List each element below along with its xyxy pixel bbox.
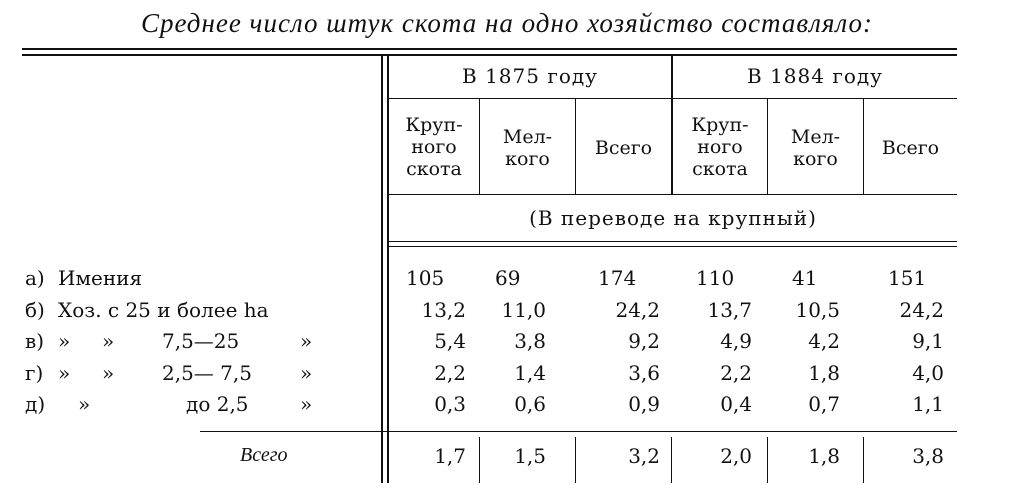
total-separator	[575, 437, 576, 483]
header-line: Мел-	[502, 126, 553, 148]
row-ditto: »	[300, 329, 313, 353]
header-line: ного	[697, 136, 743, 158]
table-cell: 4,9	[720, 329, 752, 353]
total-rule	[200, 431, 957, 432]
sub-separator-2	[575, 99, 576, 194]
header-line: Круп-	[405, 114, 463, 136]
total-cell: 1,5	[514, 444, 546, 468]
total-separator	[671, 437, 672, 483]
row-label: Хоз. с 25 и более ha	[58, 298, 269, 322]
row-range: 2,5— 7,5	[162, 361, 252, 385]
table-cell: 2,2	[434, 361, 466, 385]
table-cell: 4,2	[808, 329, 840, 353]
sub-separator-3	[767, 99, 768, 194]
row-label: Имения	[58, 266, 143, 290]
table-cell: 1,8	[808, 361, 840, 385]
table-cell: 0,4	[720, 392, 752, 416]
header-line: скота	[406, 158, 462, 180]
table-cell: 174	[598, 266, 637, 290]
year-rule	[389, 98, 957, 99]
top-rule-inner	[22, 54, 957, 56]
table-cell: 5,4	[434, 329, 466, 353]
total-livestock-header: Всего	[594, 137, 653, 159]
row-label: »	[78, 392, 91, 416]
row-ditto: »	[300, 361, 313, 385]
year-1884-header: В 1884 году	[747, 64, 883, 88]
table-cell: 24,2	[899, 298, 944, 322]
table-cell: 0,6	[514, 392, 546, 416]
table-cell: 10,5	[795, 298, 840, 322]
table-cell: 13,2	[421, 298, 466, 322]
sub-separator-4	[863, 99, 864, 194]
total-label: Всего	[240, 444, 288, 466]
stub-separator-inner	[387, 56, 389, 483]
total-cell: 1,8	[808, 444, 840, 468]
row-label: » »	[58, 361, 115, 385]
subheader-rule	[389, 194, 957, 195]
header-bottom-rule-inner	[389, 246, 957, 247]
header-line: ного	[411, 136, 457, 158]
total-cell: 3,2	[628, 444, 660, 468]
table-cell: 0,7	[808, 392, 840, 416]
row-letter: д)	[25, 392, 46, 416]
table-cell: 151	[888, 266, 927, 290]
header-line: кого	[505, 148, 550, 170]
table-cell: 1,4	[514, 361, 546, 385]
total-separator	[863, 437, 864, 483]
sub-separator-1	[479, 99, 480, 194]
header-line: кого	[793, 148, 838, 170]
total-separator	[479, 437, 480, 483]
row-letter: а)	[25, 266, 45, 290]
table-cell: 3,6	[628, 361, 660, 385]
top-rule	[22, 48, 957, 50]
table-cell: 105	[406, 266, 445, 290]
table-cell: 4,0	[912, 361, 944, 385]
row-label: » »	[58, 329, 115, 353]
row-ditto: »	[300, 392, 313, 416]
large-livestock-header: Круп- ного скота	[389, 114, 479, 180]
table-title: Среднее число штук скота на одно хозяйст…	[140, 8, 874, 38]
table-cell: 11,0	[501, 298, 546, 322]
total-livestock-header: Всего	[881, 137, 940, 159]
table-cell: 110	[696, 266, 735, 290]
year-separator	[671, 56, 673, 194]
row-letter: в)	[25, 329, 45, 353]
table-cell: 69	[495, 266, 521, 290]
row-letter: б)	[25, 298, 45, 322]
header-line: Круп-	[691, 114, 749, 136]
table-cell: 13,7	[707, 298, 752, 322]
table-cell: 41	[792, 266, 818, 290]
conversion-note: (В переводе на крупный)	[529, 206, 817, 230]
table-cell: 2,2	[720, 361, 752, 385]
table-cell: 9,1	[912, 329, 944, 353]
table-cell: 0,9	[628, 392, 660, 416]
table-cell: 3,8	[514, 329, 546, 353]
total-cell: 1,7	[434, 444, 466, 468]
small-livestock-header: Мел- кого	[480, 126, 575, 170]
total-cell: 2,0	[720, 444, 752, 468]
header-line: скота	[692, 158, 748, 180]
total-cell: 3,8	[912, 444, 944, 468]
row-range: 7,5—25	[162, 329, 240, 353]
table-cell: 9,2	[628, 329, 660, 353]
large-livestock-header: Круп- ного скота	[673, 114, 767, 180]
year-1875-header: В 1875 году	[462, 64, 598, 88]
table-cell: 0,3	[434, 392, 466, 416]
header-bottom-rule	[389, 241, 957, 242]
row-letter: г)	[25, 361, 44, 385]
stub-separator	[381, 56, 383, 483]
table-cell: 1,1	[912, 392, 944, 416]
table-cell: 24,2	[615, 298, 660, 322]
total-separator	[767, 437, 768, 483]
header-line: Мел-	[790, 126, 841, 148]
small-livestock-header: Мел- кого	[768, 126, 863, 170]
row-range: до 2,5	[186, 392, 249, 416]
